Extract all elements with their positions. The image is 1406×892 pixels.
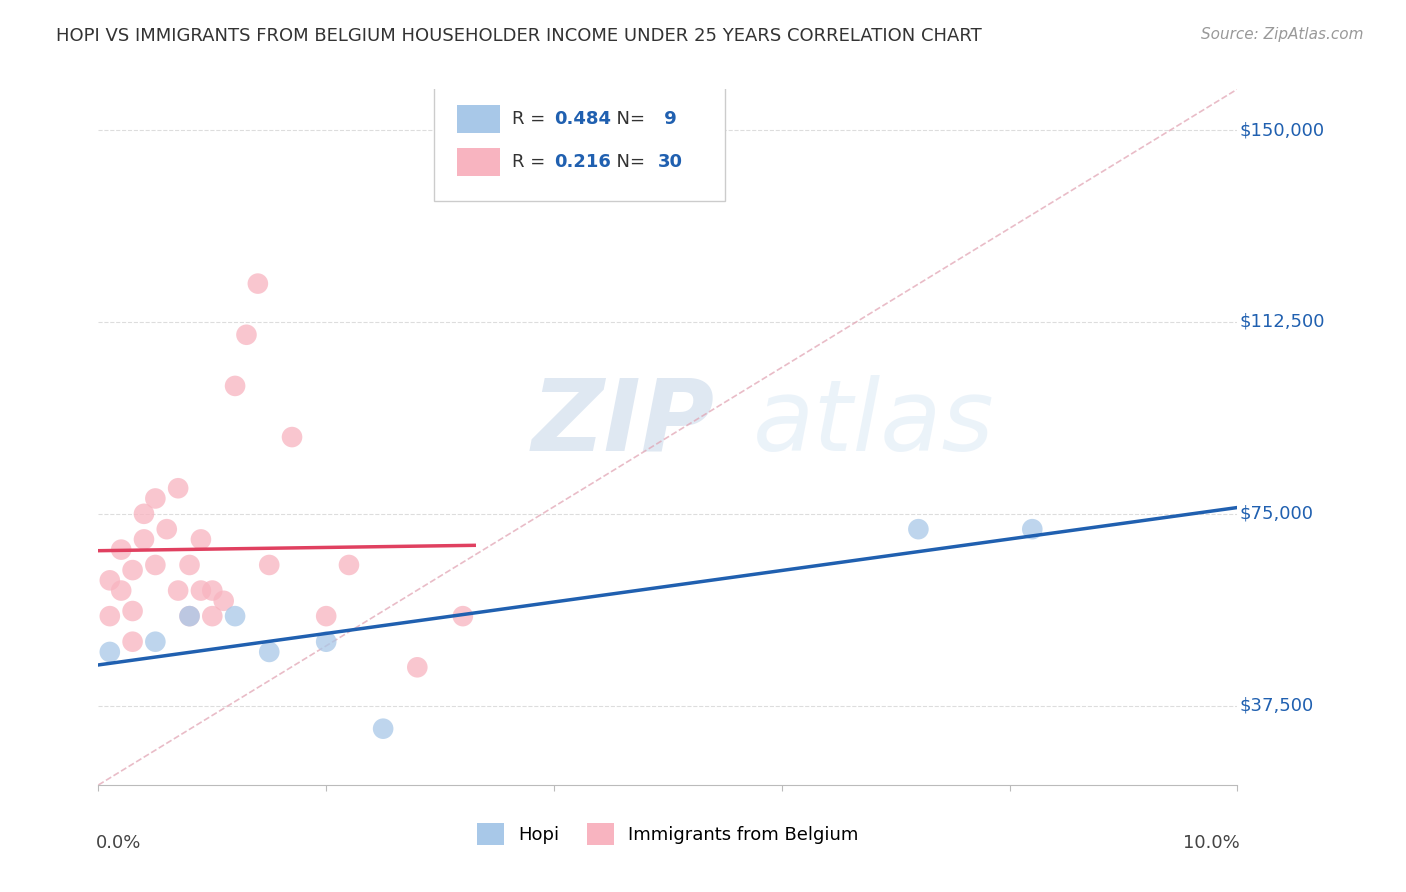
Text: R =: R = bbox=[512, 153, 557, 171]
Point bbox=[406, 660, 429, 674]
Point bbox=[315, 634, 337, 648]
Point bbox=[98, 609, 121, 624]
Text: $37,500: $37,500 bbox=[1240, 697, 1313, 714]
Point bbox=[110, 542, 132, 557]
Point bbox=[907, 522, 929, 536]
Text: HOPI VS IMMIGRANTS FROM BELGIUM HOUSEHOLDER INCOME UNDER 25 YEARS CORRELATION CH: HOPI VS IMMIGRANTS FROM BELGIUM HOUSEHOL… bbox=[56, 27, 981, 45]
Text: 9: 9 bbox=[658, 110, 676, 128]
Point bbox=[98, 574, 121, 588]
Legend: Hopi, Immigrants from Belgium: Hopi, Immigrants from Belgium bbox=[470, 816, 866, 853]
Point bbox=[337, 558, 360, 572]
Text: atlas: atlas bbox=[754, 375, 995, 472]
Text: Source: ZipAtlas.com: Source: ZipAtlas.com bbox=[1201, 27, 1364, 42]
Text: N=: N= bbox=[605, 110, 651, 128]
Point bbox=[201, 583, 224, 598]
Text: 0.216: 0.216 bbox=[554, 153, 610, 171]
Point bbox=[451, 609, 474, 624]
Point bbox=[132, 507, 155, 521]
Text: 0.0%: 0.0% bbox=[96, 834, 142, 852]
Text: 0.484: 0.484 bbox=[554, 110, 612, 128]
Point bbox=[259, 645, 281, 659]
Point bbox=[373, 722, 395, 736]
Point bbox=[281, 430, 304, 444]
Point bbox=[145, 558, 167, 572]
Point bbox=[110, 583, 132, 598]
Point bbox=[224, 609, 246, 624]
Point bbox=[179, 558, 201, 572]
Text: 10.0%: 10.0% bbox=[1182, 834, 1240, 852]
Point bbox=[201, 609, 224, 624]
Text: 30: 30 bbox=[658, 153, 682, 171]
FancyBboxPatch shape bbox=[457, 148, 501, 177]
Point bbox=[1021, 522, 1043, 536]
Point bbox=[179, 609, 201, 624]
Point bbox=[145, 634, 167, 648]
Point bbox=[121, 563, 143, 577]
Point bbox=[121, 634, 143, 648]
Point bbox=[315, 609, 337, 624]
Point bbox=[167, 481, 190, 495]
Point bbox=[167, 583, 190, 598]
Point bbox=[246, 277, 269, 291]
Point bbox=[259, 558, 281, 572]
Point bbox=[190, 583, 212, 598]
Point bbox=[98, 645, 121, 659]
Point bbox=[224, 379, 246, 393]
Point bbox=[145, 491, 167, 506]
Point bbox=[179, 609, 201, 624]
FancyBboxPatch shape bbox=[434, 86, 725, 201]
Point bbox=[212, 594, 235, 608]
Text: N=: N= bbox=[605, 153, 651, 171]
FancyBboxPatch shape bbox=[457, 105, 501, 133]
Text: R =: R = bbox=[512, 110, 551, 128]
Point bbox=[156, 522, 179, 536]
Text: ZIP: ZIP bbox=[531, 375, 714, 472]
Text: $75,000: $75,000 bbox=[1240, 505, 1313, 523]
Text: $112,500: $112,500 bbox=[1240, 313, 1324, 331]
Point bbox=[235, 327, 257, 342]
Point bbox=[121, 604, 143, 618]
Text: $150,000: $150,000 bbox=[1240, 121, 1324, 139]
Point bbox=[190, 533, 212, 547]
Point bbox=[132, 533, 155, 547]
